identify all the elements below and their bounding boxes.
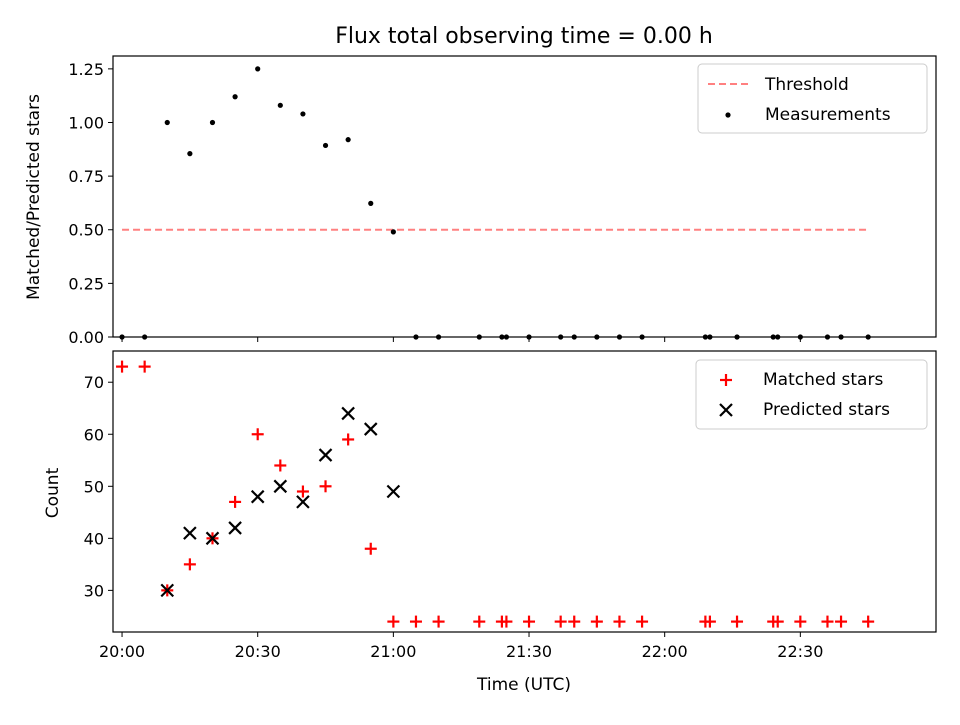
ratio-ytick-label: 0.50 xyxy=(68,221,104,240)
measurement-point xyxy=(255,66,261,72)
measurement-point xyxy=(300,111,306,117)
matched-star-point xyxy=(731,615,744,628)
chart-title: Flux total observing time = 0.00 h xyxy=(335,24,713,49)
legend-matched-swatch xyxy=(720,374,732,386)
predicted-star-point xyxy=(318,448,333,462)
ratio-y-axis: 0.00 0.25 0.50 0.75 1.00 1.25 xyxy=(68,60,113,347)
ratio-ytick-label: 0.75 xyxy=(68,167,104,186)
measurement-point xyxy=(368,200,374,206)
matched-star-point xyxy=(473,615,486,628)
matched-star-point xyxy=(116,360,129,373)
x-axis-label: Time (UTC) xyxy=(476,675,571,695)
matched-star-point xyxy=(138,360,151,373)
xtick-label: 21:00 xyxy=(370,642,416,661)
ratio-plot-area xyxy=(119,66,871,340)
legend-predicted-swatch xyxy=(719,403,733,417)
matched-star-point xyxy=(319,480,332,493)
legend-measurements-label: Measurements xyxy=(765,105,891,125)
measurement-point xyxy=(164,119,170,126)
predicted-star-point xyxy=(341,406,355,421)
matched-star-point xyxy=(771,615,784,628)
measurement-point xyxy=(187,150,193,157)
predicted-star-point xyxy=(273,479,288,494)
legend-measurements-swatch xyxy=(725,112,731,118)
matched-star-point xyxy=(613,615,626,628)
predicted-star-point xyxy=(160,583,175,598)
matched-star-point xyxy=(862,615,875,628)
legend-predicted-label: Predicted stars xyxy=(763,400,890,420)
predicted-star-point xyxy=(183,526,197,540)
legend-matched-label: Matched stars xyxy=(763,370,883,390)
matched-star-point xyxy=(835,615,848,628)
count-x-axis: 20:00 20:30 21:00 21:30 22:00 22:30 xyxy=(99,632,823,661)
ratio-axes-frame xyxy=(112,55,937,338)
matched-star-point xyxy=(364,542,377,555)
xtick-label: 21:30 xyxy=(506,642,552,661)
ratio-ytick-label: 0.00 xyxy=(68,328,104,347)
matched-star-point xyxy=(296,485,309,498)
matched-star-point xyxy=(568,615,581,628)
predicted-star-point xyxy=(205,531,220,546)
ratio-legend: Threshold Measurements xyxy=(697,63,928,134)
xtick-label: 20:00 xyxy=(99,642,145,661)
xtick-label: 22:00 xyxy=(642,642,688,661)
matched-star-point xyxy=(703,615,716,628)
matched-star-point xyxy=(342,433,355,446)
ratio-ytick-label: 0.25 xyxy=(68,274,104,293)
count-y-axis: 30 40 50 60 70 xyxy=(84,373,113,600)
ratio-panel: Flux total observing time = 0.00 h Match… xyxy=(24,24,937,347)
matched-star-point xyxy=(409,615,422,628)
predicted-star-point xyxy=(250,489,265,504)
matched-star-point xyxy=(251,428,264,441)
legend-threshold-label: Threshold xyxy=(764,75,849,95)
count-ytick-label: 40 xyxy=(84,529,104,548)
matched-star-point xyxy=(794,615,807,628)
matched-star-point xyxy=(500,615,513,628)
count-ytick-label: 30 xyxy=(84,581,104,600)
xtick-label: 20:30 xyxy=(235,642,281,661)
matched-star-point xyxy=(183,558,196,571)
ratio-legend-box xyxy=(697,63,928,134)
measurement-point xyxy=(277,102,283,108)
measurement-point xyxy=(322,142,329,149)
count-legend-box xyxy=(695,359,928,430)
matched-star-point xyxy=(523,615,536,628)
ratio-y-axis-label: Matched/Predicted stars xyxy=(24,94,44,300)
count-axes-frame xyxy=(112,350,937,633)
ratio-ytick-label: 1.00 xyxy=(68,113,104,132)
matched-star-point xyxy=(387,615,400,628)
measurement-point xyxy=(209,119,216,126)
measurement-point xyxy=(232,94,238,100)
count-ytick-label: 60 xyxy=(84,425,104,444)
measurement-point xyxy=(390,229,396,235)
predicted-star-point xyxy=(296,495,310,509)
predicted-star-point xyxy=(386,484,401,499)
count-legend: Matched stars Predicted stars xyxy=(695,359,928,430)
count-ytick-label: 50 xyxy=(84,477,104,496)
matched-star-point xyxy=(432,615,445,628)
count-y-axis-label: Count xyxy=(43,467,63,518)
matched-star-point xyxy=(229,495,242,508)
count-panel: Count 30 40 50 60 70 20:00 20:30 21:00 21:30 22:… xyxy=(43,350,937,695)
count-plot-area xyxy=(116,360,875,628)
count-ytick-label: 70 xyxy=(84,373,104,392)
matched-star-point xyxy=(554,615,567,628)
measurement-point xyxy=(345,137,351,143)
matched-star-point xyxy=(590,615,603,628)
predicted-star-point xyxy=(228,521,242,535)
ratio-ytick-label: 1.25 xyxy=(68,60,104,79)
matched-star-point xyxy=(821,615,834,628)
predicted-star-point xyxy=(363,422,378,436)
matched-star-point xyxy=(636,615,649,628)
matched-star-point xyxy=(274,459,287,472)
xtick-label: 22:30 xyxy=(777,642,823,661)
